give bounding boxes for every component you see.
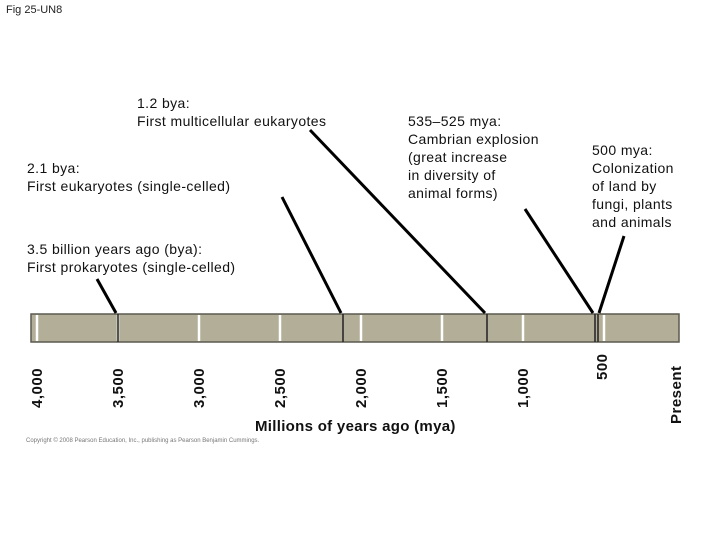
tick-label-500: 500 xyxy=(594,353,611,380)
leader-lines xyxy=(95,128,626,315)
leader-land xyxy=(597,235,626,314)
leader-multicellular xyxy=(308,128,487,315)
copyright-notice: Copyright © 2008 Pearson Education, Inc.… xyxy=(26,438,260,444)
tick-label-1000: 1,000 xyxy=(515,367,532,408)
event-label-land-colonization: 500 mya: Colonization of land by fungi, … xyxy=(592,142,674,230)
timeline-bar xyxy=(30,313,680,343)
leader-cambrian xyxy=(523,208,595,314)
tick-label-3500: 3,500 xyxy=(110,367,127,408)
tick-label-2000: 2,000 xyxy=(353,367,370,408)
timeline-ticks xyxy=(35,315,606,341)
axis-title: Millions of years ago (mya) xyxy=(255,418,456,435)
tick-label-1500: 1,500 xyxy=(434,367,451,408)
leader-eukaryotes xyxy=(280,196,343,314)
event-label-first-prokaryotes: 3.5 billion years ago (bya): First proka… xyxy=(27,241,236,275)
event-markers xyxy=(117,314,599,342)
tick-label-3000: 3,000 xyxy=(191,367,208,408)
event-label-cambrian-explosion: 535–525 mya: Cambrian explosion (great i… xyxy=(408,113,539,201)
tick-label-2500: 2,500 xyxy=(272,367,289,408)
event-label-multicellular-eukaryotes: 1.2 bya: First multicellular eukaryotes xyxy=(137,95,327,129)
tick-label-present: Present xyxy=(668,365,685,424)
leader-prokaryotes xyxy=(95,278,118,314)
tick-label-4000: 4,000 xyxy=(29,367,46,408)
figure-label: Fig 25-UN8 xyxy=(6,4,63,16)
event-label-first-eukaryotes: 2.1 bya: First eukaryotes (single-celled… xyxy=(27,160,231,194)
